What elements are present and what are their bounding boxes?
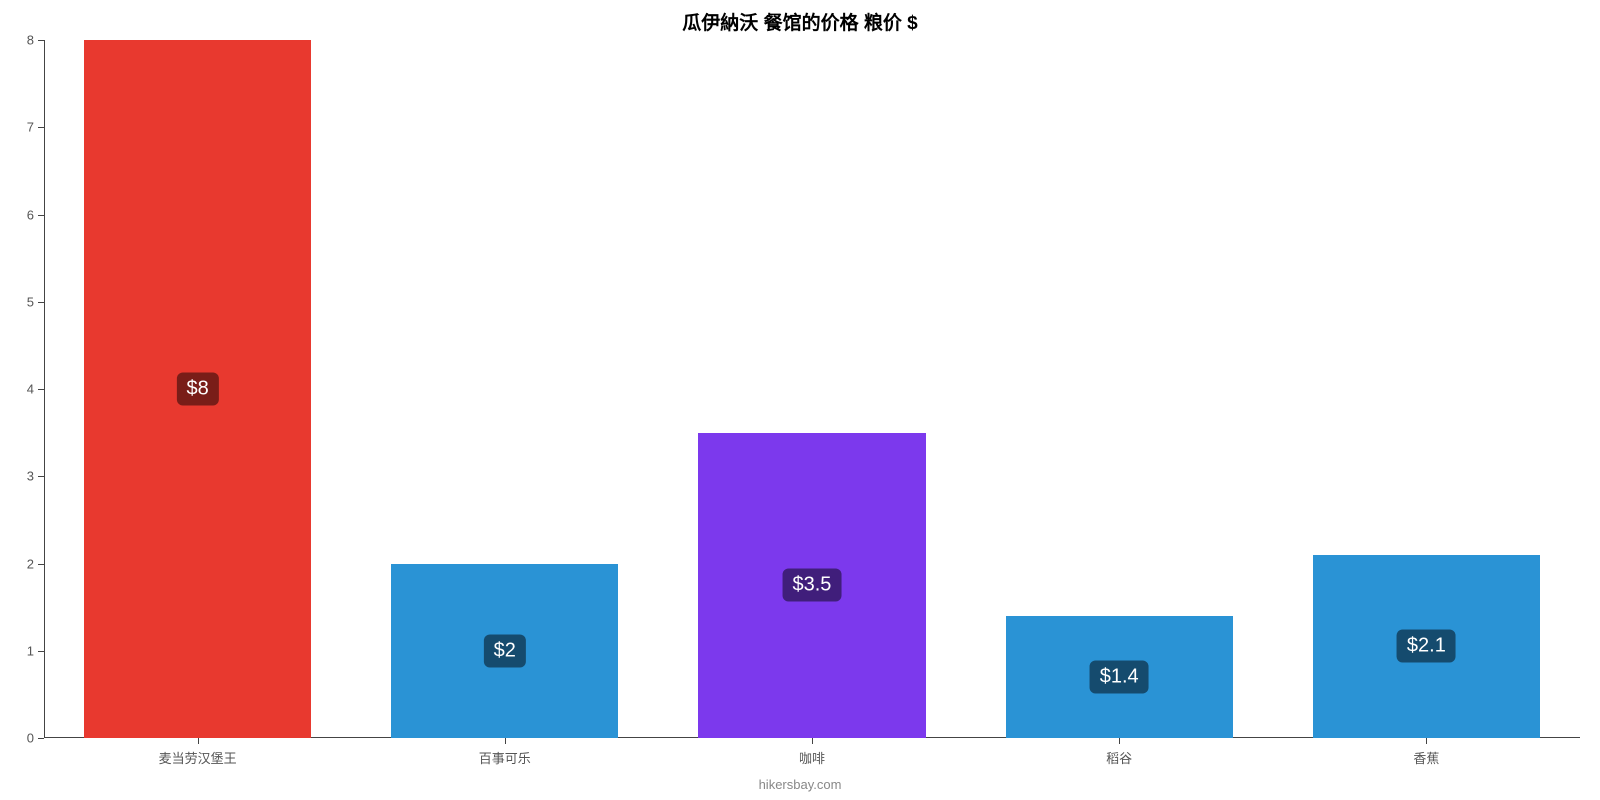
bar: $1.4 [1006,616,1233,738]
bar-slot: $2百事可乐 [351,40,658,738]
ytick-mark [38,302,44,303]
xtick-label: 麦当劳汉堡王 [159,748,237,767]
bar: $2 [391,564,618,739]
ytick-mark [38,738,44,739]
ytick-mark [38,127,44,128]
bar-value-label: $2 [484,634,526,667]
xtick-label: 咖啡 [799,748,825,767]
ytick-label: 1 [27,643,34,658]
ytick-label: 2 [27,556,34,571]
xtick-mark [505,738,506,744]
ytick-label: 6 [27,207,34,222]
bar-value-label: $1.4 [1090,660,1149,693]
ytick-mark [38,564,44,565]
ytick-mark [38,40,44,41]
xtick-label: 稻谷 [1106,748,1132,767]
ytick-mark [38,476,44,477]
xtick-label: 香蕉 [1413,748,1439,767]
ytick-label: 8 [27,33,34,48]
ytick-label: 4 [27,382,34,397]
ytick-label: 3 [27,469,34,484]
ytick-label: 7 [27,120,34,135]
bar: $3.5 [698,433,925,738]
bar-value-label: $3.5 [783,569,842,602]
bar-slot: $1.4稻谷 [966,40,1273,738]
xtick-mark [198,738,199,744]
bar: $8 [84,40,311,738]
xtick-label: 百事可乐 [479,748,531,767]
ytick-mark [38,651,44,652]
bar-value-label: $8 [176,373,218,406]
bar: $2.1 [1313,555,1540,738]
ytick-label: 5 [27,294,34,309]
bar-slot: $8麦当劳汉堡王 [44,40,351,738]
plot-area: $8麦当劳汉堡王$2百事可乐$3.5咖啡$1.4稻谷$2.1香蕉 0123456… [44,40,1580,738]
ytick-mark [38,389,44,390]
chart-title: 瓜伊納沃 餐馆的价格 粮价 $ [0,8,1600,35]
ytick-label: 0 [27,731,34,746]
xtick-mark [1119,738,1120,744]
xtick-mark [1426,738,1427,744]
attribution-text: hikersbay.com [0,777,1600,792]
bar-value-label: $2.1 [1397,630,1456,663]
bar-chart: 瓜伊納沃 餐馆的价格 粮价 $ $8麦当劳汉堡王$2百事可乐$3.5咖啡$1.4… [0,0,1600,800]
bar-slot: $2.1香蕉 [1273,40,1580,738]
ytick-mark [38,215,44,216]
bars-container: $8麦当劳汉堡王$2百事可乐$3.5咖啡$1.4稻谷$2.1香蕉 [44,40,1580,738]
xtick-mark [812,738,813,744]
bar-slot: $3.5咖啡 [658,40,965,738]
